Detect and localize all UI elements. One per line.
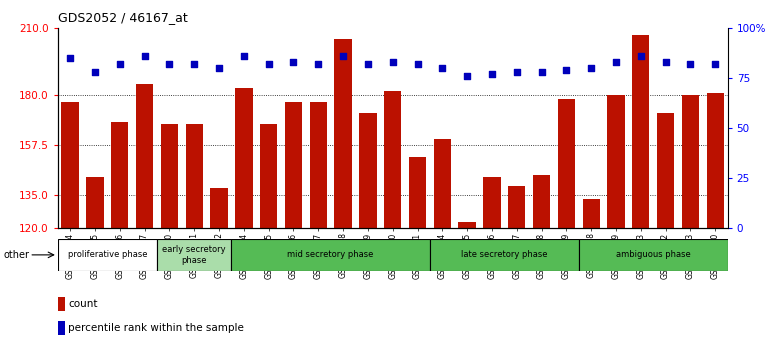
Bar [161, 124, 178, 228]
Text: percentile rank within the sample: percentile rank within the sample [68, 323, 244, 333]
Bar [632, 35, 649, 228]
Bar [86, 177, 104, 228]
Bar [210, 188, 228, 228]
Point [337, 53, 350, 59]
Point [213, 65, 225, 71]
Bar [458, 222, 476, 228]
Text: late secretory phase: late secretory phase [461, 250, 547, 259]
Bar [707, 93, 724, 228]
Bar [260, 124, 277, 228]
Point [89, 69, 101, 75]
Text: ambiguous phase: ambiguous phase [616, 250, 691, 259]
Bar [111, 122, 129, 228]
Bar [285, 102, 302, 228]
Bar [186, 124, 203, 228]
Bar [557, 99, 575, 228]
Bar [434, 139, 451, 228]
Bar [58, 297, 65, 311]
Text: count: count [68, 299, 98, 309]
Bar [384, 91, 401, 228]
Bar [579, 239, 728, 271]
Point [436, 65, 448, 71]
Bar [62, 102, 79, 228]
Point [709, 62, 721, 67]
Point [486, 72, 498, 77]
Text: GDS2052 / 46167_at: GDS2052 / 46167_at [58, 11, 188, 24]
Point [263, 62, 275, 67]
Bar [58, 239, 157, 271]
Bar [533, 175, 551, 228]
Bar [508, 186, 525, 228]
Text: proliferative phase: proliferative phase [68, 250, 147, 259]
Point [163, 62, 176, 67]
Bar [334, 39, 352, 228]
Text: other: other [4, 250, 30, 260]
Bar [582, 199, 600, 228]
Bar [608, 95, 624, 228]
Bar [681, 95, 699, 228]
Bar [58, 321, 65, 335]
Bar [657, 113, 675, 228]
Point [561, 68, 573, 73]
Point [685, 62, 697, 67]
Point [312, 62, 324, 67]
Bar [359, 113, 377, 228]
Point [461, 74, 474, 79]
Point [511, 69, 523, 75]
Point [585, 65, 598, 71]
Bar [136, 84, 153, 228]
Point [238, 53, 250, 59]
Point [634, 53, 647, 59]
Point [610, 59, 622, 65]
Point [188, 62, 200, 67]
Point [387, 59, 399, 65]
Point [659, 59, 671, 65]
Text: early secretory
phase: early secretory phase [162, 245, 226, 264]
Point [362, 62, 374, 67]
Bar [409, 157, 427, 228]
Bar [157, 239, 232, 271]
Point [411, 62, 424, 67]
Bar [310, 102, 327, 228]
Point [139, 53, 151, 59]
Point [64, 56, 76, 61]
Point [287, 59, 300, 65]
Bar [430, 239, 579, 271]
Point [535, 69, 547, 75]
Bar [232, 239, 430, 271]
Text: mid secretory phase: mid secretory phase [287, 250, 374, 259]
Point [114, 62, 126, 67]
Bar [484, 177, 500, 228]
Bar [235, 88, 253, 228]
